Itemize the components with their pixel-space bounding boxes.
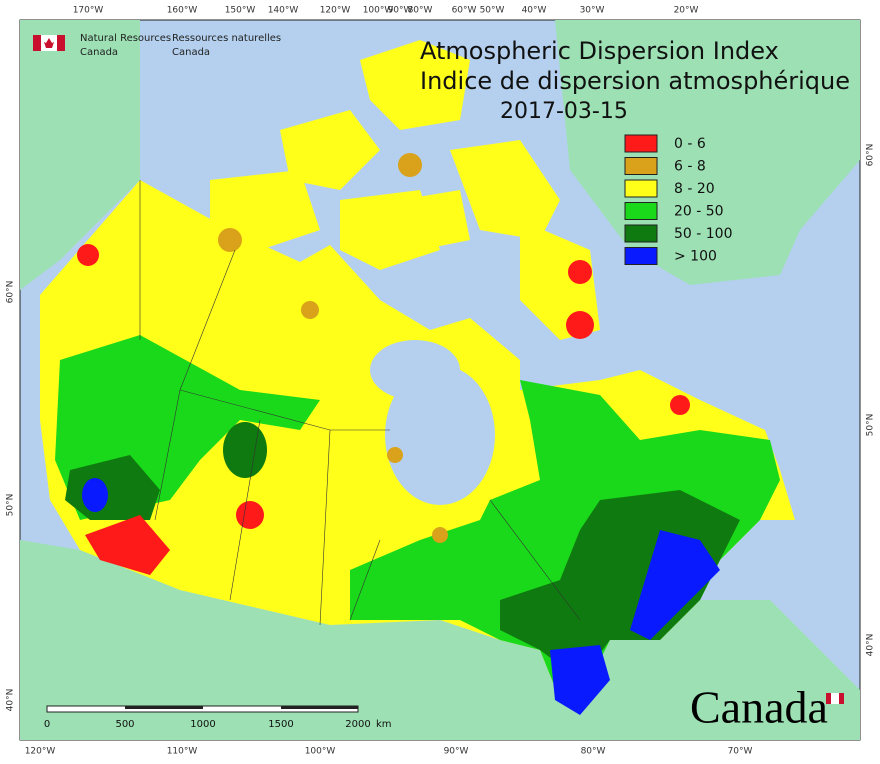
- map-title: Indice de dispersion atmosphérique: [420, 67, 850, 95]
- zone-blue: [550, 530, 720, 715]
- scale-label: 1000: [190, 719, 215, 730]
- agency-fr: Canada: [172, 47, 210, 58]
- legend-swatch: [624, 179, 658, 198]
- agency-en: Natural Resources: [80, 33, 171, 44]
- graticule-label: 120°W: [320, 6, 351, 16]
- legend-label: 6 - 8: [674, 159, 706, 175]
- zone-bc-blue: [82, 478, 108, 512]
- legend-swatch: [624, 247, 658, 265]
- arctic-islands: [210, 40, 600, 340]
- graticule-label: 80°W: [408, 6, 433, 16]
- wordmark-flag: [831, 693, 839, 704]
- graticule-label: 100°W: [363, 6, 394, 16]
- graticule-label: 40°N: [6, 689, 16, 712]
- scale-unit: km: [376, 719, 392, 730]
- scale-bar-segment: [125, 706, 203, 709]
- graticule-label: 90°W: [444, 747, 469, 757]
- zone-red: [236, 501, 264, 529]
- graticule-label: 80°W: [581, 747, 606, 757]
- legend-swatch: [624, 157, 658, 175]
- scale-bar-segment: [281, 706, 358, 709]
- province-border: [139, 180, 581, 626]
- map-date: 2017-03-15: [500, 99, 628, 124]
- flag-bar: [33, 35, 41, 51]
- borders: [139, 180, 581, 626]
- graticule-label: 120°W: [25, 747, 56, 757]
- united-states: [20, 540, 860, 740]
- zone-red: [566, 311, 594, 339]
- dispersion-zones: [55, 153, 780, 715]
- alaska: [20, 20, 140, 290]
- graticule-label: 160°W: [167, 6, 198, 16]
- zone-orange: [432, 527, 448, 543]
- zone-prairie-darkgreen: [223, 422, 267, 478]
- zone-red: [670, 395, 690, 415]
- graticule-label: 40°W: [522, 6, 547, 16]
- scale-label: 1500: [268, 719, 293, 730]
- legend-label: 0 - 6: [674, 136, 706, 152]
- graticule-label: 50°W: [480, 6, 505, 16]
- legend-label: 50 - 100: [674, 226, 733, 242]
- map-title: Atmospheric Dispersion Index: [420, 37, 779, 65]
- legend-swatch: [624, 202, 658, 220]
- graticule-label: 170°W: [73, 6, 104, 16]
- graticule-label: 90°W: [388, 6, 413, 16]
- hudson-bay: [385, 365, 495, 505]
- legend-label: 8 - 20: [674, 181, 715, 197]
- scale-label: 0: [44, 719, 50, 730]
- hudson-bay-north: [370, 340, 460, 400]
- graticule-label: 60°N: [6, 281, 16, 304]
- graticule-label: 100°W: [305, 747, 336, 757]
- legend-label: > 100: [674, 249, 717, 265]
- zone-orange: [218, 228, 242, 252]
- graticule-label: 50°N: [6, 494, 16, 517]
- wordmark: Canada: [690, 682, 828, 733]
- graticule-label: 50°N: [866, 414, 876, 437]
- zone-red: [85, 515, 170, 575]
- legend-swatch: [624, 134, 658, 153]
- graticule-label: 110°W: [167, 747, 198, 757]
- flag-bar: [57, 35, 65, 51]
- graticule-label: 40°N: [866, 634, 876, 657]
- zone-orange: [387, 447, 403, 463]
- graticule-label: 30°W: [580, 6, 605, 16]
- graticule-label: 60°W: [452, 6, 477, 16]
- maple-leaf: [44, 38, 54, 48]
- scale-label: 2000: [345, 719, 370, 730]
- agency-en: Canada: [80, 47, 118, 58]
- graticule-label: 140°W: [268, 6, 299, 16]
- legend-label: 20 - 50: [674, 204, 724, 220]
- scale-label: 500: [115, 719, 134, 730]
- zone-red: [568, 260, 592, 284]
- zone-orange: [301, 301, 319, 319]
- legend-swatch: [624, 224, 658, 243]
- zone-orange: [398, 153, 422, 177]
- zone-red: [77, 244, 99, 266]
- graticule-label: 70°W: [728, 747, 753, 757]
- graticule-label: 20°W: [674, 6, 699, 16]
- graticule-label: 150°W: [225, 6, 256, 16]
- graticule-label: 60°N: [866, 144, 876, 167]
- agency-fr: Ressources naturelles: [172, 33, 281, 44]
